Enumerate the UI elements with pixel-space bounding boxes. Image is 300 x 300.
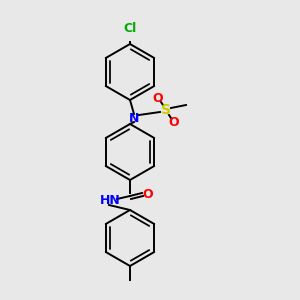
Text: O: O — [153, 92, 163, 104]
Text: O: O — [143, 188, 153, 200]
Text: N: N — [129, 112, 139, 124]
Text: S: S — [161, 103, 171, 117]
Text: HN: HN — [100, 194, 120, 206]
Text: Cl: Cl — [123, 22, 136, 35]
Text: O: O — [169, 116, 179, 128]
